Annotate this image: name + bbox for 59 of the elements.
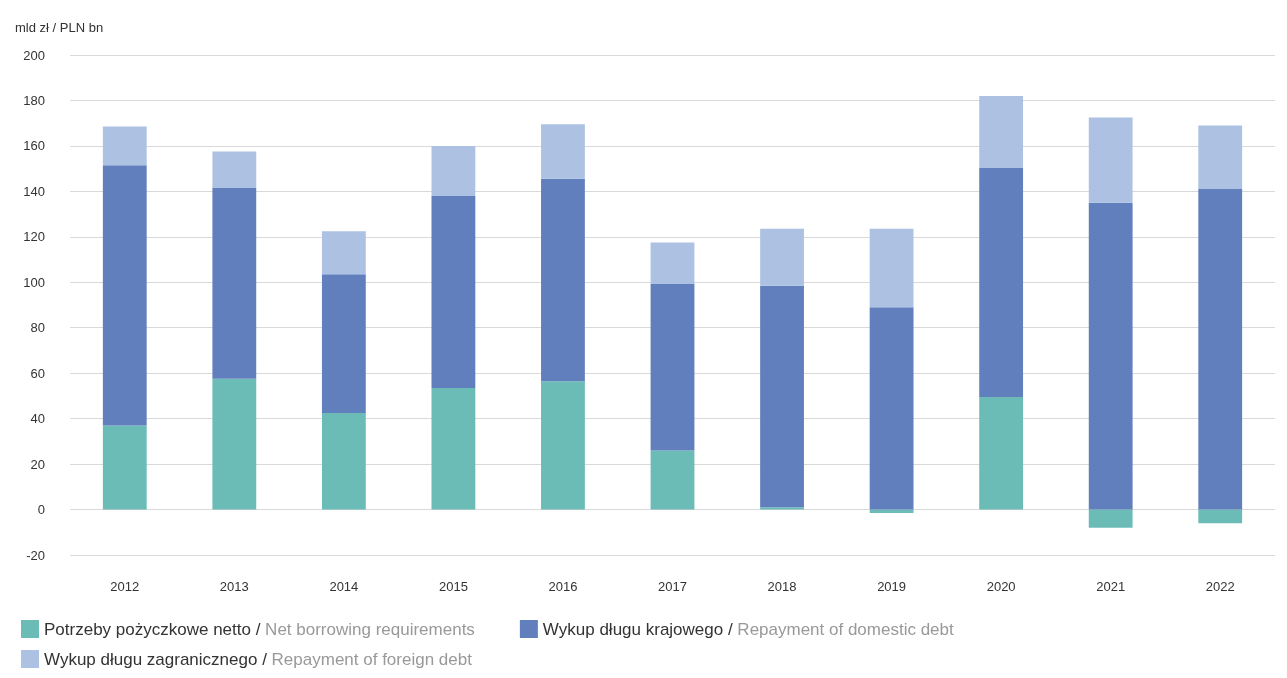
- x-tick-label: 2012: [110, 579, 140, 594]
- bar: [1088, 509, 1133, 528]
- x-tick-label: 2017: [658, 579, 687, 594]
- x-tick-label: 2018: [767, 579, 797, 594]
- y-tick-label: 200: [23, 47, 45, 63]
- y-tick-label: 160: [23, 138, 45, 154]
- bar: [541, 381, 585, 510]
- bar: [650, 450, 695, 510]
- bar: [431, 195, 476, 388]
- bar: [760, 228, 804, 286]
- x-tick-label: 2019: [877, 579, 907, 594]
- bar: [1198, 189, 1243, 510]
- legend-label: Wykup długu krajowego / Repayment of domestic debt: [542, 619, 955, 639]
- x-tick-label: 2020: [986, 579, 1016, 594]
- bar: [979, 95, 1024, 168]
- bar: [212, 187, 257, 379]
- bar: [1198, 509, 1243, 524]
- x-tick-label: 2015: [438, 579, 468, 594]
- bar: [321, 231, 366, 275]
- bar: [102, 126, 147, 166]
- bar: [1198, 125, 1243, 190]
- bar: [650, 242, 695, 284]
- legend-label: Potrzeby pożyczkowe netto / Net borrowing requirements: [44, 619, 475, 639]
- bar: [869, 228, 914, 308]
- bar: [541, 178, 585, 382]
- y-tick-label: 40: [30, 411, 45, 427]
- x-tick-label: 2014: [329, 579, 359, 594]
- legend-label: Wykup długu zagranicznego / Repayment of foreign debt: [44, 649, 473, 669]
- x-tick-label: 2021: [1096, 579, 1126, 594]
- x-tick-label: 2022: [1205, 579, 1235, 594]
- y-tick-label: 20: [30, 456, 45, 472]
- y-tick-label: 100: [23, 274, 45, 290]
- bar: [212, 151, 257, 188]
- y-tick-label: 80: [30, 320, 45, 336]
- x-tick-label: 2013: [219, 579, 249, 594]
- bar: [212, 378, 257, 510]
- bar: [102, 165, 147, 426]
- bar: [102, 425, 147, 510]
- bar: [541, 124, 585, 179]
- bar: [869, 307, 914, 510]
- bar: [760, 507, 804, 510]
- bar: [760, 285, 804, 508]
- y-tick-label: 0: [37, 502, 45, 518]
- x-tick-label: 2016: [548, 579, 578, 594]
- bar: [650, 283, 695, 451]
- y-axis-title: mld zł / PLN bn: [15, 20, 104, 35]
- y-tick-label: 60: [30, 365, 45, 381]
- y-tick-label: 140: [23, 183, 45, 199]
- bar: [431, 145, 476, 196]
- bar: [1088, 117, 1133, 203]
- y-tick-label: -20: [26, 547, 45, 563]
- bar: [321, 274, 366, 413]
- bar: [321, 412, 366, 510]
- bar: [979, 397, 1024, 510]
- y-tick-label: 180: [23, 92, 45, 108]
- bar: [431, 387, 476, 510]
- bar: [979, 167, 1024, 398]
- y-tick-label: 120: [23, 229, 45, 245]
- bar: [1088, 202, 1133, 510]
